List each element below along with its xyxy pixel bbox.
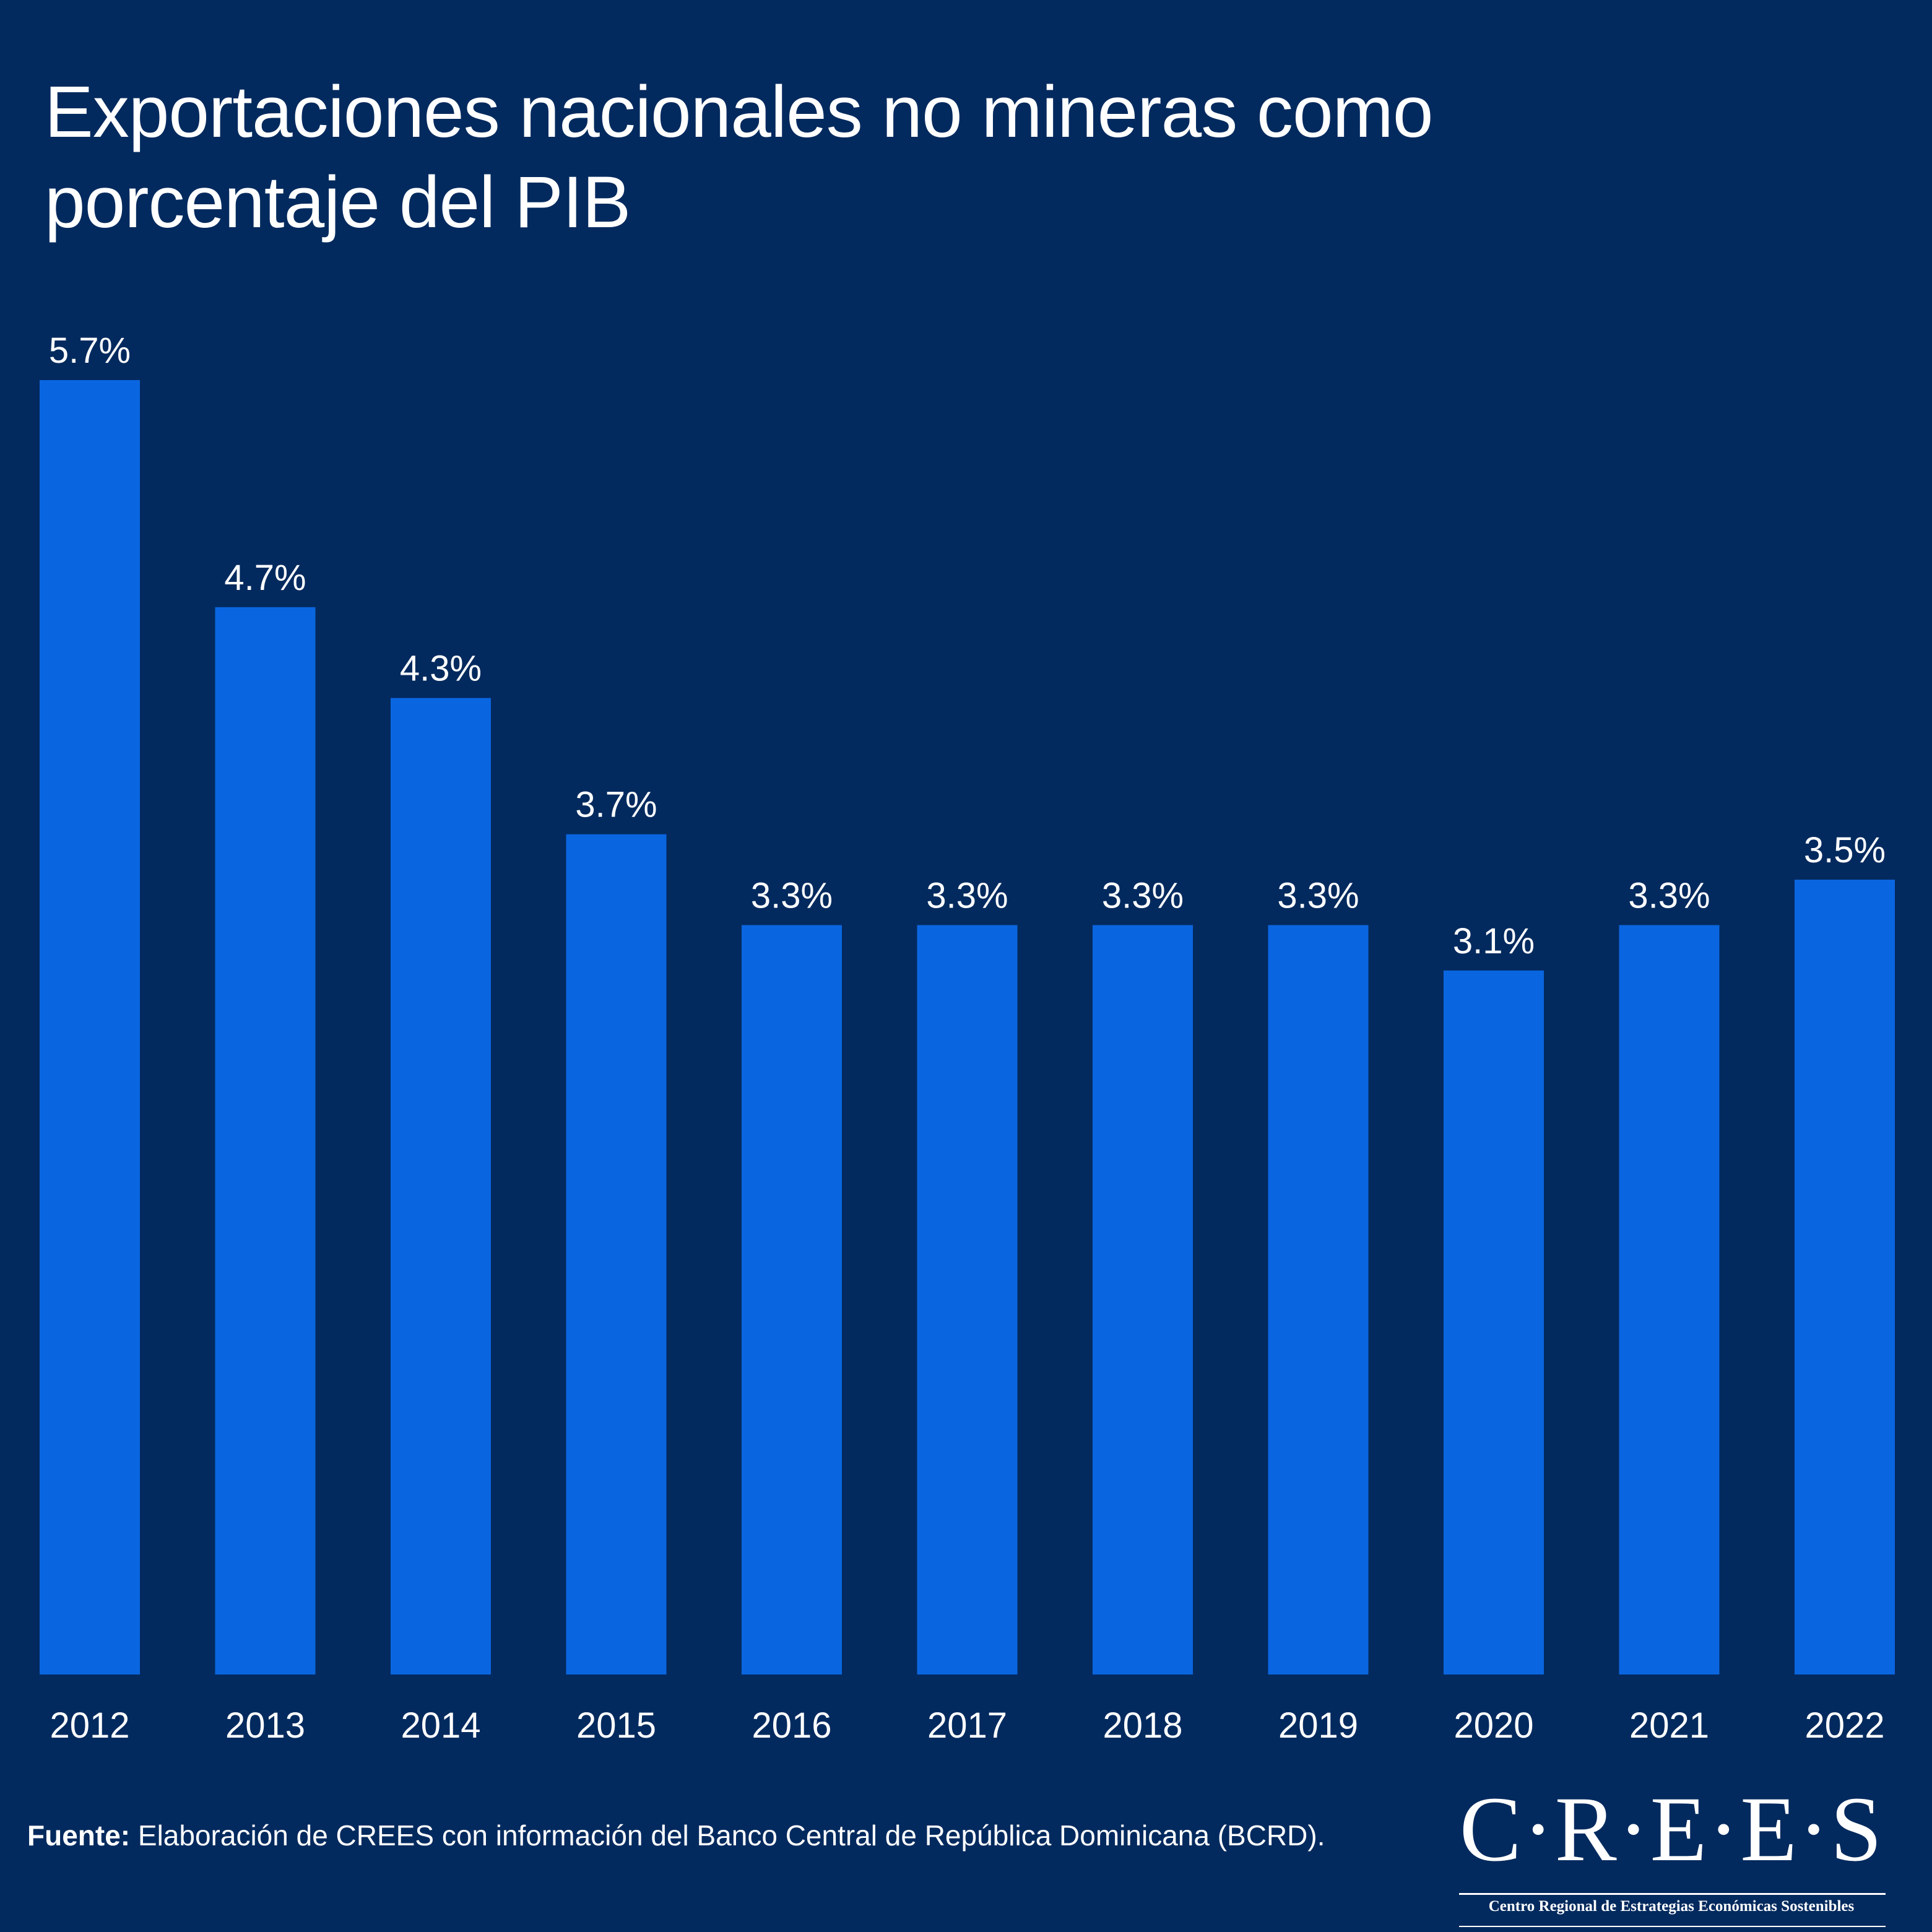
x-tick-label-2013: 2013: [225, 1705, 305, 1746]
data-label-2014: 4.3%: [400, 649, 482, 689]
bar-2020: [1444, 970, 1544, 1674]
bar-chart: 5.7% 4.7% 4.3% 3.7% 3.3% 3.3% 3.3% 3.3% 3.1% 3.3%…: [40, 331, 1895, 1746]
bar-2014: [391, 698, 491, 1674]
data-label-2016: 3.3%: [751, 875, 833, 916]
x-tick-label-2016: 2016: [752, 1705, 831, 1746]
source-prefix: Fuente:: [27, 1819, 131, 1852]
bar-2012: [40, 380, 140, 1674]
data-label-2015: 3.7%: [575, 785, 657, 825]
data-label-2017: 3.3%: [926, 875, 1008, 916]
data-label-2012: 5.7%: [49, 331, 131, 371]
source-text: Elaboración de CREES con información del…: [130, 1819, 1325, 1852]
data-labels-group: 5.7% 4.7% 4.3% 3.7% 3.3% 3.3% 3.3% 3.3% 3.1% 3.3%…: [49, 331, 1886, 961]
bar-2016: [742, 925, 842, 1674]
bar-2015: [566, 834, 667, 1674]
data-label-2022: 3.5%: [1804, 830, 1886, 870]
x-tick-label-2021: 2021: [1629, 1705, 1709, 1746]
x-axis-labels: 2012 2013 2014 2015 2016 2017 2018 2019 2020 2021…: [50, 1705, 1884, 1746]
x-tick-label-2012: 2012: [50, 1705, 129, 1746]
bar-2017: [917, 925, 1018, 1674]
data-label-2021: 3.3%: [1628, 875, 1710, 916]
data-label-2018: 3.3%: [1102, 875, 1184, 916]
logo-divider-bottom: [1459, 1926, 1886, 1927]
data-label-2013: 4.7%: [224, 558, 306, 598]
data-label-2020: 3.1%: [1453, 921, 1535, 961]
x-tick-label-2019: 2019: [1278, 1705, 1358, 1746]
logo-wordmark: C·R·E·E·S: [1459, 1778, 1884, 1881]
logo-subtitle: Centro Regional de Estrategias Económica…: [1488, 1898, 1855, 1915]
x-tick-label-2017: 2017: [927, 1705, 1007, 1746]
chart-title: Exportaciones nacionales no mineras como…: [45, 71, 1434, 243]
x-tick-label-2018: 2018: [1102, 1705, 1182, 1746]
bar-2021: [1619, 925, 1720, 1674]
bar-2013: [215, 607, 316, 1675]
x-tick-label-2015: 2015: [576, 1705, 656, 1746]
bar-2018: [1093, 925, 1193, 1674]
x-tick-label-2022: 2022: [1804, 1705, 1884, 1746]
bar-2022: [1795, 880, 1895, 1674]
x-tick-label-2014: 2014: [401, 1705, 480, 1746]
bars-group: [40, 380, 1895, 1675]
bar-2019: [1268, 925, 1369, 1674]
source-note: Fuente: Elaboración de CREES con informa…: [27, 1814, 1401, 1857]
data-label-2019: 3.3%: [1277, 875, 1359, 916]
crees-logo: C·R·E·E·S Centro Regional de Estrategias…: [1442, 1778, 1900, 1927]
x-tick-label-2020: 2020: [1453, 1705, 1533, 1746]
logo-divider-top: [1459, 1893, 1886, 1895]
